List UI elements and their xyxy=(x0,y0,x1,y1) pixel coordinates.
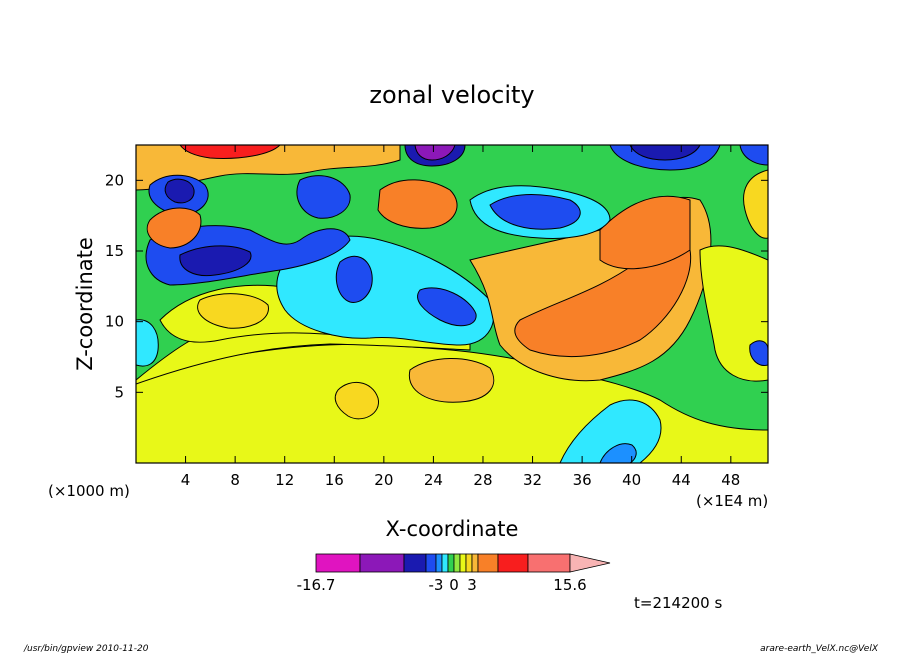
x-tick-label: 8 xyxy=(230,471,240,489)
colorbar-segment xyxy=(471,553,479,573)
colorbar-segment xyxy=(315,553,361,573)
colorbar-label: 3 xyxy=(467,576,477,594)
colorbar-label: 0 xyxy=(449,576,459,594)
y-tick-label: 20 xyxy=(105,171,124,189)
x-axis: 4 8 12 16 20 24 28 32 36 40 44 48 xyxy=(181,145,740,489)
x-tick-label: 32 xyxy=(523,471,542,489)
colorbar-label: 15.6 xyxy=(553,576,586,594)
colorbar-label: -3 xyxy=(429,576,444,594)
x-tick-label: 28 xyxy=(473,471,492,489)
x-tick-label: 20 xyxy=(374,471,393,489)
colorbar-segment xyxy=(465,553,473,573)
chart-title: zonal velocity xyxy=(369,81,534,109)
colorbar-segment xyxy=(447,553,455,573)
x-unit-right: (×1E4 m) xyxy=(696,492,768,510)
x-unit-left: (×1000 m) xyxy=(48,482,130,500)
y-tick-label: 5 xyxy=(114,383,124,401)
colorbar-segment xyxy=(477,553,499,573)
colorbar-segment xyxy=(425,553,437,573)
colorbar-segment xyxy=(453,553,461,573)
x-tick-label: 24 xyxy=(424,471,443,489)
colorbar-label: -16.7 xyxy=(297,576,336,594)
colorbar-arrow xyxy=(569,553,611,573)
plot-frame xyxy=(135,144,769,464)
y-axis: 5 10 15 20 xyxy=(105,171,768,401)
y-axis-label: Z-coordinate xyxy=(73,237,97,371)
colorbar-segment xyxy=(497,553,529,573)
x-tick-label: 48 xyxy=(721,471,740,489)
contour-field xyxy=(136,145,768,463)
colorbar-segment xyxy=(403,553,427,573)
x-tick-label: 40 xyxy=(622,471,641,489)
x-tick-label: 44 xyxy=(672,471,691,489)
x-axis-label: X-coordinate xyxy=(386,517,519,541)
colorbar-segment xyxy=(435,553,443,573)
y-tick-label: 10 xyxy=(105,313,124,331)
x-tick-label: 12 xyxy=(275,471,294,489)
footer-left: /usr/bin/gpview 2010-11-20 xyxy=(23,644,149,654)
x-tick-label: 36 xyxy=(573,471,592,489)
colorbar-segment xyxy=(527,553,571,573)
colorbar: -16.7 -3 0 3 15.6 xyxy=(297,553,611,594)
footer-right: arare-earth_VelX.nc@VelX xyxy=(760,644,879,654)
x-tick-label: 4 xyxy=(181,471,191,489)
colorbar-segment xyxy=(359,553,405,573)
time-label: t=214200 s xyxy=(634,594,722,612)
colorbar-segment xyxy=(441,553,449,573)
x-tick-label: 16 xyxy=(325,471,344,489)
y-tick-label: 15 xyxy=(105,242,124,260)
colorbar-segment xyxy=(459,553,467,573)
